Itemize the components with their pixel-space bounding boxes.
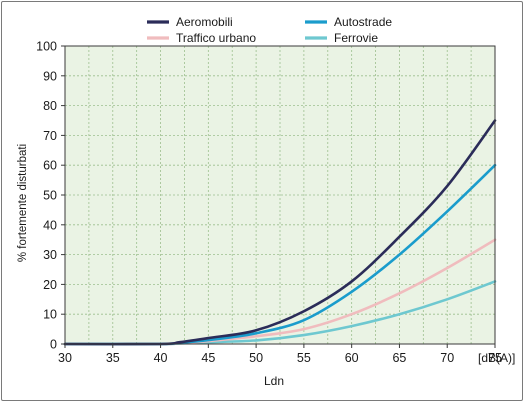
x-tick-label: 40 (154, 351, 168, 365)
x-tick-label: 50 (249, 351, 263, 365)
y-tick-label: 80 (43, 99, 57, 113)
y-axis-label: % fortemente disturbati (17, 144, 29, 262)
legend-label-autostrade: Autostrade (334, 15, 392, 29)
y-tick-label: 20 (43, 278, 57, 292)
y-tick-label: 0 (50, 338, 57, 352)
y-tick-label: 100 (36, 40, 57, 54)
chart-frame: 30 35 40 45 50 55 60 65 70 75 0 10 20 30 40 50 60 70 80 90 1… (1, 1, 523, 401)
x-tick-label: 60 (345, 351, 359, 365)
y-tick-label: 40 (43, 218, 57, 232)
line-chart: 30 35 40 45 50 55 60 65 70 75 0 10 20 30 40 50 60 70 80 90 1… (17, 15, 515, 388)
grid (65, 45, 496, 344)
x-tick-label: 55 (297, 351, 311, 365)
y-tick-label: 90 (43, 69, 57, 83)
x-tick-label: 30 (58, 351, 72, 365)
tick-labels: 30 35 40 45 50 55 60 65 70 75 0 10 20 30 40 50 60 70 80 90 1… (36, 40, 502, 366)
x-tick-label: 75 (488, 351, 502, 365)
y-tick-label: 10 (43, 308, 57, 322)
x-tick-label: 70 (440, 351, 454, 365)
legend-label-aeromobili: Aeromobili (176, 15, 233, 29)
legend-label-ferrovie: Ferrovie (334, 31, 378, 45)
legend: Aeromobili Autostrade Traffico urbano Ferro… (147, 15, 392, 45)
x-axis-label: Ldn (264, 374, 284, 388)
y-tick-label: 30 (43, 248, 57, 262)
y-tick-label: 70 (43, 129, 57, 143)
x-tick-label: 45 (201, 351, 215, 365)
x-axis-unit-label: [dB(A)] (478, 351, 515, 365)
y-tick-label: 60 (43, 159, 57, 173)
x-tick-label: 35 (106, 351, 120, 365)
x-tick-label: 65 (392, 351, 406, 365)
y-tick-label: 50 (43, 189, 57, 203)
legend-label-traffico-urbano: Traffico urbano (176, 31, 256, 45)
axes (61, 45, 496, 348)
